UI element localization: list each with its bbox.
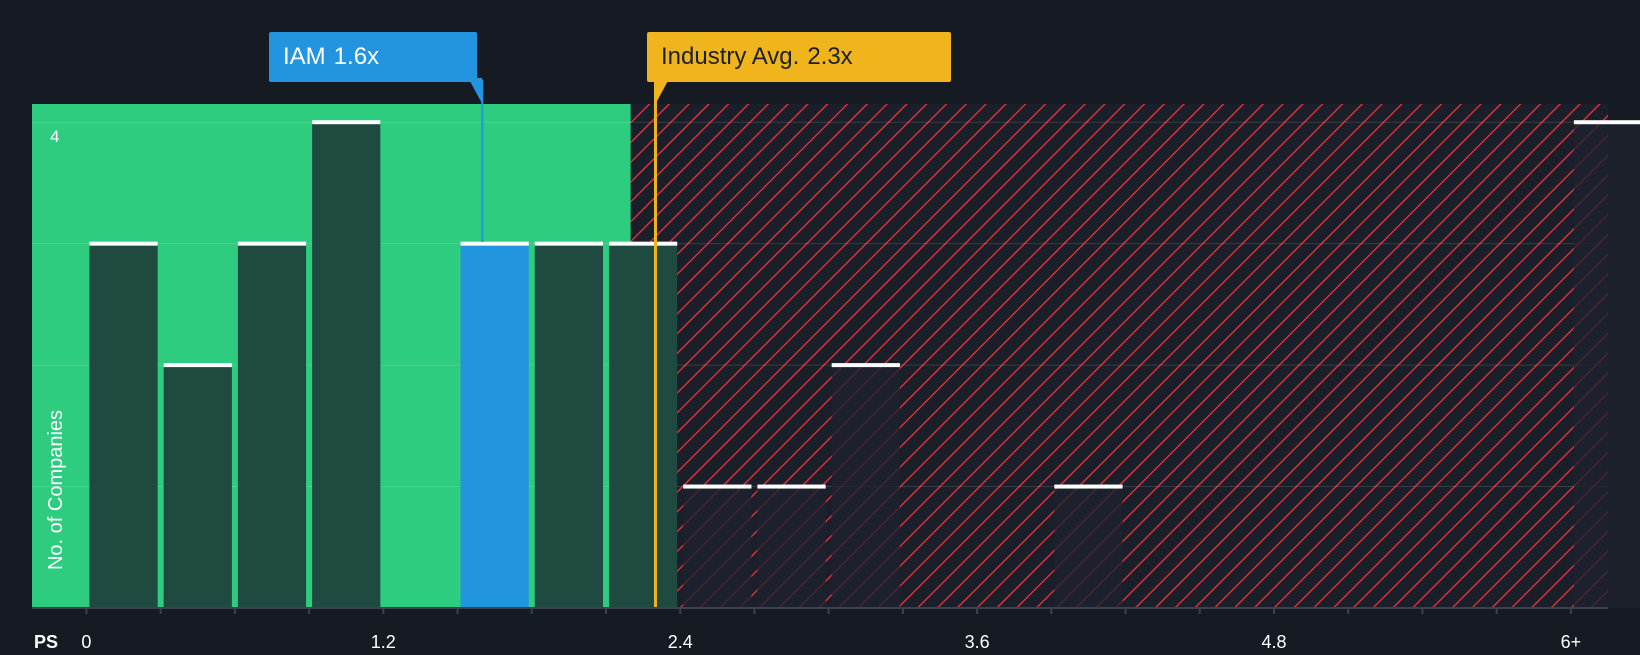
histogram-bar	[608, 243, 678, 608]
company-callout: IAM 1.6x	[269, 32, 477, 82]
company-name: IAM	[283, 43, 326, 70]
industry-callout-pointer	[655, 78, 670, 104]
histogram-bar	[534, 243, 603, 608]
x-tick-label: 0	[81, 632, 91, 650]
company-value: 1.6x	[333, 43, 380, 70]
histogram-bar	[757, 486, 826, 608]
bar-top-cap	[237, 241, 307, 246]
industry-name: Industry Avg.	[661, 43, 800, 70]
bar-top-cap	[757, 484, 826, 489]
bar-top-cap	[460, 241, 529, 246]
bar-top-cap	[312, 120, 381, 125]
bar-top-cap	[163, 363, 232, 368]
histogram-bar	[237, 243, 307, 608]
histogram-bar	[1573, 122, 1640, 609]
bar-top-cap	[534, 241, 603, 246]
y-tick-label: 4	[50, 127, 59, 146]
histogram-bar	[1054, 486, 1123, 608]
histogram-bar	[89, 243, 158, 608]
company-callout-pointer	[468, 78, 483, 104]
x-tick-label: 3.6	[965, 632, 990, 650]
histogram-bar	[163, 365, 232, 608]
histogram-bar	[831, 365, 900, 608]
bar-top-cap	[1054, 484, 1123, 489]
histogram-bar	[683, 486, 752, 608]
histogram-bar	[312, 122, 381, 609]
x-axis-label: PS	[34, 632, 58, 650]
x-tick-label: 1.2	[371, 632, 396, 650]
bar-top-cap	[831, 363, 900, 368]
bar-top-cap	[89, 241, 158, 246]
x-tick-label: 4.8	[1261, 632, 1286, 650]
industry-value: 2.3x	[807, 43, 853, 70]
x-tick-label: 6+	[1561, 632, 1582, 650]
histogram-bar	[460, 243, 529, 608]
y-axis-label: No. of Companies	[45, 410, 67, 570]
bar-top-cap	[608, 241, 678, 246]
x-tick-label: 2.4	[668, 632, 693, 650]
bar-top-cap	[683, 484, 752, 489]
industry-callout: Industry Avg. 2.3x	[647, 32, 951, 82]
bar-top-cap	[1573, 120, 1640, 125]
